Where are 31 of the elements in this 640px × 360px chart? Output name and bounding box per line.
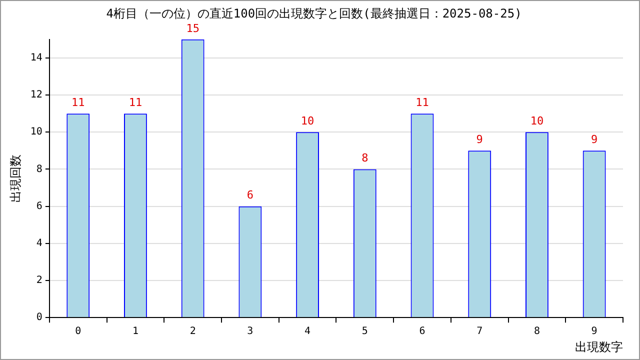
y-tick-label: 10 <box>30 126 42 138</box>
y-tick-label: 12 <box>30 90 42 101</box>
data-label: 8 <box>362 152 368 165</box>
y-tick-label: 0 <box>36 312 42 324</box>
data-label: 15 <box>186 22 200 35</box>
data-label: 10 <box>300 114 314 128</box>
y-tick-label: 6 <box>36 200 42 212</box>
y-axis-title: 出現回数 <box>8 154 22 202</box>
data-label: 9 <box>591 133 598 146</box>
x-tick-label: 3 <box>247 326 254 338</box>
x-tick-label: 4 <box>304 326 311 338</box>
data-label: 11 <box>71 96 85 109</box>
data-label: 10 <box>530 114 544 128</box>
x-tick-label: 5 <box>362 326 368 338</box>
data-label: 9 <box>476 133 483 146</box>
x-tick-label: 6 <box>419 326 426 338</box>
y-tick-label: 14 <box>30 52 42 64</box>
x-tick-label: 7 <box>476 326 483 338</box>
x-tick-label: 0 <box>75 326 82 338</box>
chart-title: 4桁目（一の位）の直近100回の出現数字と回数(最終抽選日：2025-08-25) <box>106 6 522 20</box>
x-tick-label: 1 <box>132 326 138 338</box>
x-tick-label: 9 <box>591 326 598 338</box>
y-tick-label: 4 <box>36 238 42 250</box>
data-label: 6 <box>246 188 254 202</box>
x-axis-title: 出現数字 <box>575 340 623 354</box>
x-tick-label: 8 <box>534 326 540 338</box>
y-tick-label: 2 <box>36 275 42 286</box>
x-tick-label: 2 <box>190 326 196 338</box>
data-label: 11 <box>128 96 142 109</box>
y-tick-label: 8 <box>36 164 42 175</box>
data-label: 11 <box>416 96 429 109</box>
